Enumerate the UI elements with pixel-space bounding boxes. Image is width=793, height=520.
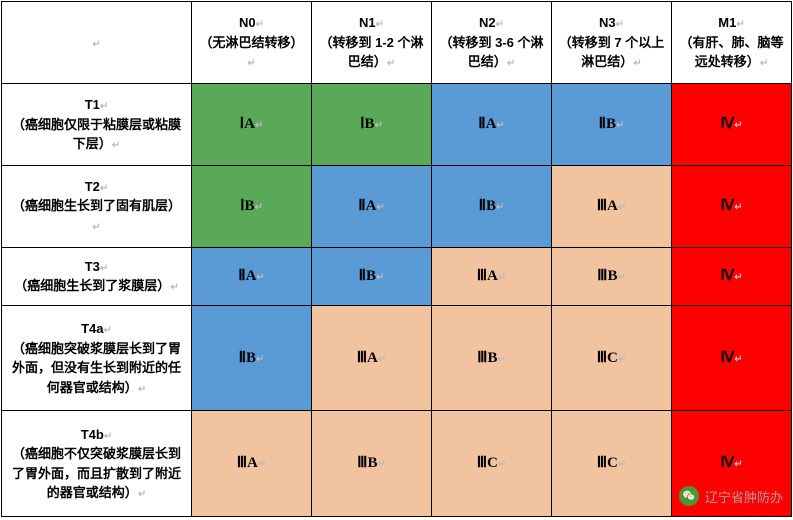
stage-cell: ⅢC↵ — [552, 411, 672, 517]
col-code: N1 — [359, 15, 376, 30]
col-desc: （无淋巴结转移） — [199, 35, 303, 50]
stage-cell: ⅡB↵ — [432, 165, 552, 247]
col-desc: （转移到 1-2 个淋巴结） — [319, 35, 423, 70]
table-row: T3↵ （癌细胞生长到了浆膜层）↵ ⅡA↵ ⅡB↵ ⅢA↵ ⅢB↵ Ⅳ↵ — [2, 247, 792, 305]
stage-cell: ⅢB↵ — [552, 247, 672, 305]
col-header-n2: N2↵ （转移到 3-6 个淋巴结）↵ — [432, 2, 552, 84]
col-header-n3: N3↵ （转移到 7 个以上淋巴结）↵ — [552, 2, 672, 84]
stage-cell: Ⅳ↵ — [672, 83, 792, 165]
stage-cell: ⅡB↵ — [192, 305, 312, 411]
row-code: T2 — [85, 179, 100, 194]
col-code: N2 — [479, 15, 496, 30]
row-desc: （癌细胞不仅突破浆膜层长到了胃外面，而且扩散到了附近的器官或结构） — [12, 446, 181, 500]
col-desc: （转移到 3-6 个淋巴结） — [439, 35, 543, 70]
table-row: T4a↵ （癌细胞突破浆膜层长到了胃外面，但没有生长到附近的任何器官或结构）↵ … — [2, 305, 792, 411]
row-code: T1 — [85, 97, 100, 112]
row-desc: （癌细胞生长到了固有肌层） — [12, 198, 181, 213]
stage-cell: ⅢC↵ — [432, 411, 552, 517]
row-desc: （癌细胞突破浆膜层长到了胃外面，但没有生长到附近的任何器官或结构） — [12, 341, 181, 395]
stage-cell: ⅡA↵ — [192, 247, 312, 305]
corner-cell: ↵ — [2, 2, 192, 84]
stage-cell: Ⅳ↵ — [672, 247, 792, 305]
stage-cell: ⅢB↵ — [312, 411, 432, 517]
wechat-icon — [679, 486, 699, 506]
row-header-t4b: T4b↵ （癌细胞不仅突破浆膜层长到了胃外面，而且扩散到了附近的器官或结构）↵ — [2, 411, 192, 517]
stage-cell: ⅠB↵ — [192, 165, 312, 247]
col-code: N3 — [599, 15, 616, 30]
stage-cell: ⅡA↵ — [432, 83, 552, 165]
watermark: 辽宁省肿防办 — [679, 486, 783, 506]
stage-cell: ⅡB↵ — [552, 83, 672, 165]
stage-cell: ⅢA↵ — [552, 165, 672, 247]
row-header-t2: T2↵ （癌细胞生长到了固有肌层）↵ — [2, 165, 192, 247]
row-code: T4b — [81, 427, 104, 442]
stage-cell: ⅢB↵ — [432, 305, 552, 411]
stage-cell: Ⅳ↵ — [672, 305, 792, 411]
stage-cell: ⅡA↵ — [312, 165, 432, 247]
stage-cell: ⅢA↵ — [312, 305, 432, 411]
row-desc: （癌细胞生长到了浆膜层） — [14, 278, 170, 293]
col-code: N0 — [239, 15, 256, 30]
return-symbol: ↵ — [92, 39, 100, 50]
stage-cell: Ⅳ↵ — [672, 165, 792, 247]
col-code: M1 — [718, 15, 736, 30]
col-header-n1: N1↵ （转移到 1-2 个淋巴结）↵ — [312, 2, 432, 84]
table-row: T4b↵ （癌细胞不仅突破浆膜层长到了胃外面，而且扩散到了附近的器官或结构）↵ … — [2, 411, 792, 517]
stage-cell: ⅠA↵ — [192, 83, 312, 165]
stage-cell: ⅢC↵ — [552, 305, 672, 411]
row-code: T4a — [81, 321, 103, 336]
row-desc: （癌细胞仅限于粘膜层或粘膜下层） — [12, 117, 181, 152]
col-header-n0: N0↵ （无淋巴结转移）↵ — [192, 2, 312, 84]
col-header-m1: M1↵ （有肝、肺、脑等远处转移）↵ — [672, 2, 792, 84]
row-header-t4a: T4a↵ （癌细胞突破浆膜层长到了胃外面，但没有生长到附近的任何器官或结构）↵ — [2, 305, 192, 411]
stage-cell: ⅠB↵ — [312, 83, 432, 165]
row-header-t3: T3↵ （癌细胞生长到了浆膜层）↵ — [2, 247, 192, 305]
header-row: ↵ N0↵ （无淋巴结转移）↵ N1↵ （转移到 1-2 个淋巴结）↵ N2↵ … — [2, 2, 792, 84]
watermark-text: 辽宁省肿防办 — [705, 487, 783, 506]
stage-cell: ⅡB↵ — [312, 247, 432, 305]
row-header-t1: T1↵ （癌细胞仅限于粘膜层或粘膜下层）↵ — [2, 83, 192, 165]
stage-cell: ⅢA↵ — [432, 247, 552, 305]
col-desc: （转移到 7 个以上淋巴结） — [559, 35, 664, 70]
row-code: T3 — [85, 259, 100, 274]
table-row: T2↵ （癌细胞生长到了固有肌层）↵ ⅠB↵ ⅡA↵ ⅡB↵ ⅢA↵ Ⅳ↵ — [2, 165, 792, 247]
stage-cell: ⅢA↵ — [192, 411, 312, 517]
staging-table: ↵ N0↵ （无淋巴结转移）↵ N1↵ （转移到 1-2 个淋巴结）↵ N2↵ … — [1, 1, 792, 517]
table-row: T1↵ （癌细胞仅限于粘膜层或粘膜下层）↵ ⅠA↵ ⅠB↵ ⅡA↵ ⅡB↵ Ⅳ↵ — [2, 83, 792, 165]
